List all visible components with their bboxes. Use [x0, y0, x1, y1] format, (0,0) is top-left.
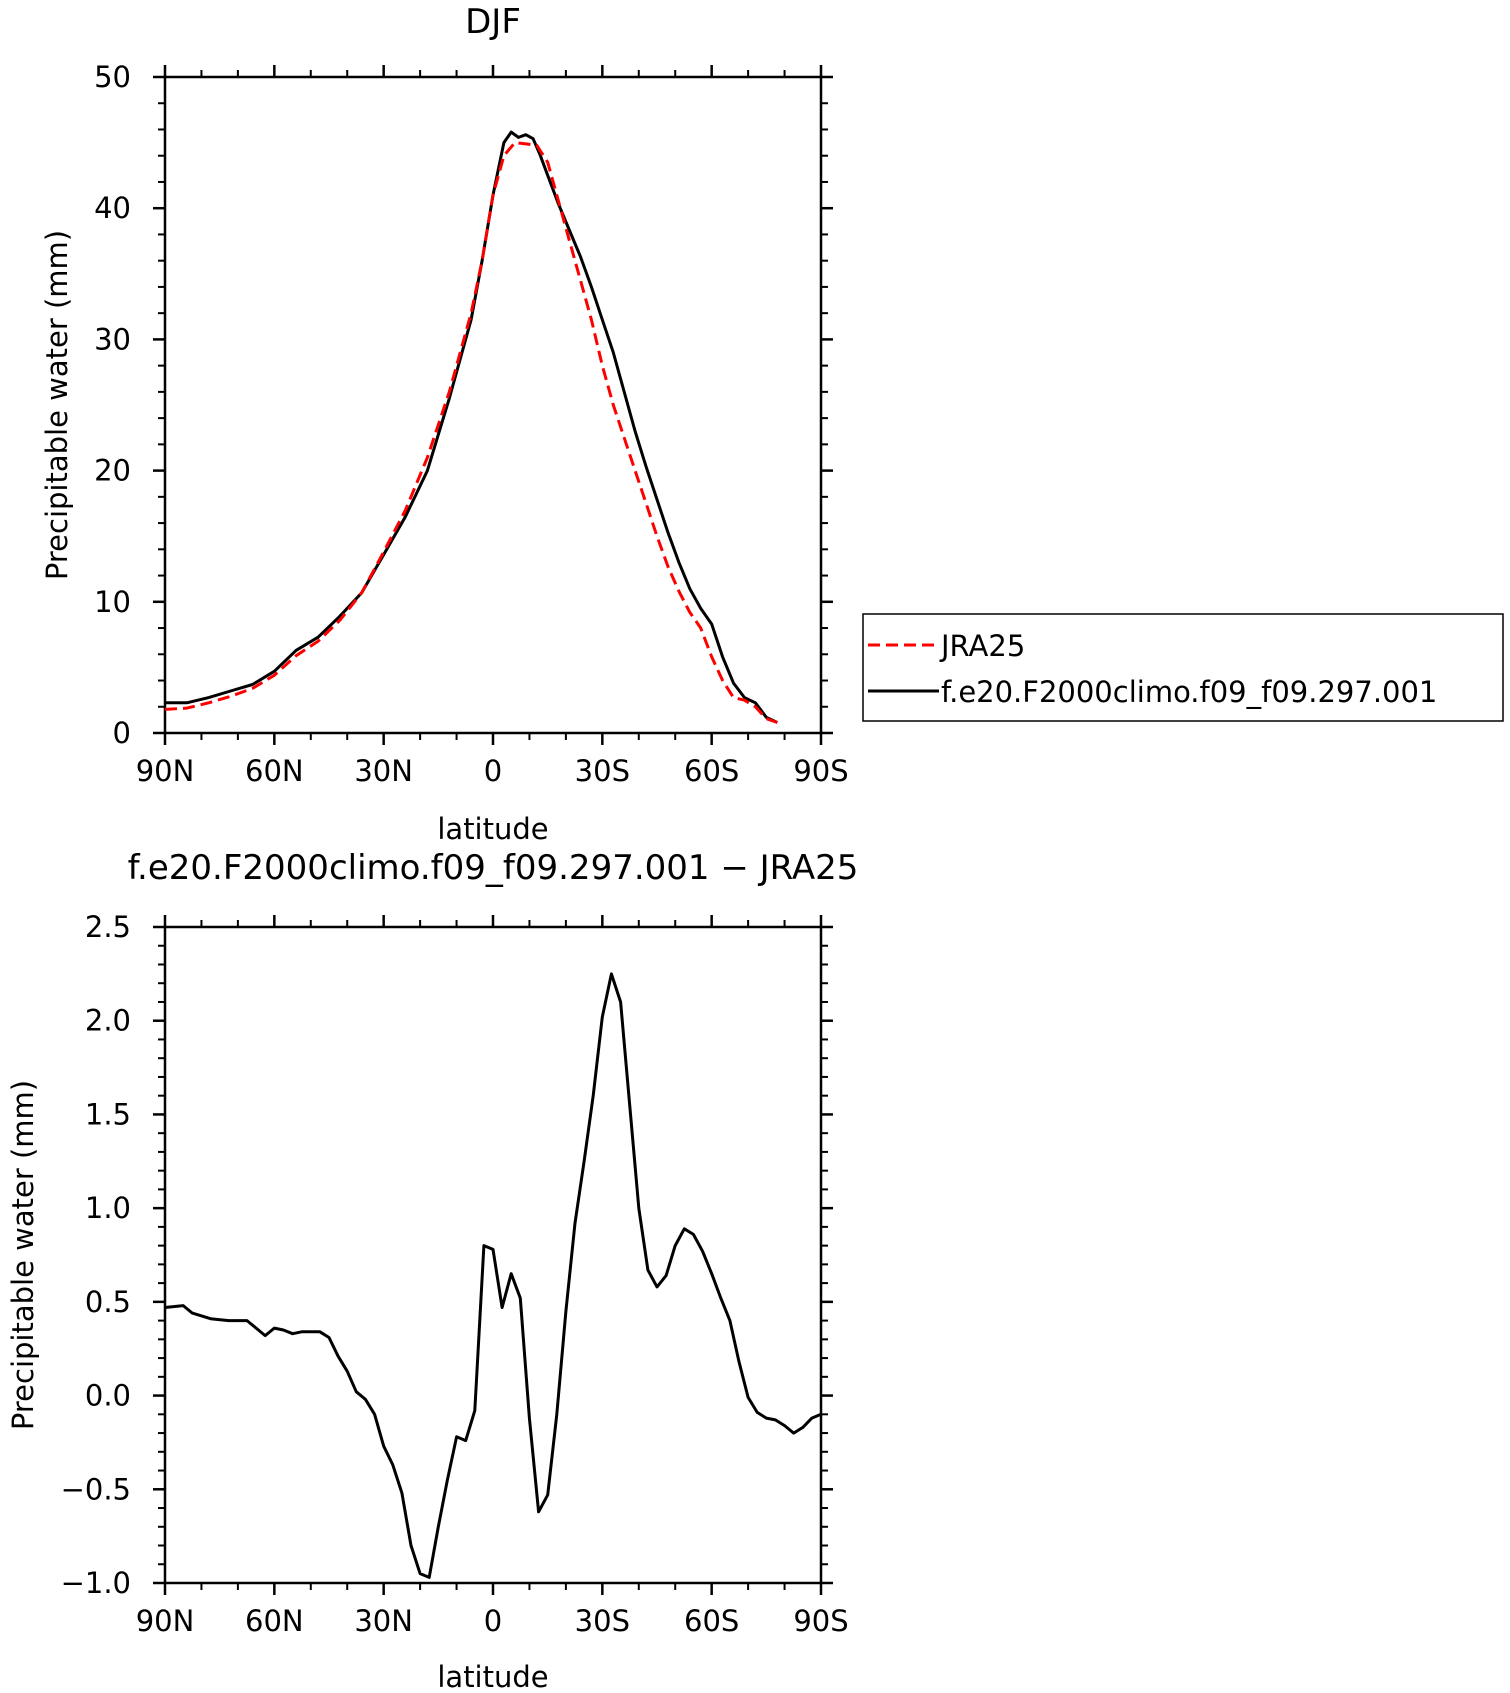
top-y-tick-label: 30	[94, 322, 131, 356]
chart-bottom-ticks	[153, 915, 833, 1595]
top-y-tick-label: 20	[94, 454, 131, 488]
top-y-tick-label: 50	[94, 60, 131, 94]
chart-bottom-series	[164, 972, 822, 1579]
chart-bottom-x-axis-label: latitude	[437, 1660, 548, 1693]
top-x-tick-label: 60N	[245, 754, 304, 788]
chart-top-x-tick-labels: 90N 60N 30N 0 30S 60S 90S	[136, 754, 849, 788]
chart-top-y-tick-labels: 0 10 20 30 40 50	[94, 60, 131, 750]
chart-top-y-axis-label: Precipitable water (mm)	[40, 230, 74, 580]
top-x-tick-label: 90N	[136, 754, 195, 788]
chart-top-x-axis-label: latitude	[437, 812, 548, 846]
bottom-y-tick-label: 2.5	[85, 910, 131, 944]
bottom-x-tick-label: 90N	[136, 1604, 195, 1638]
top-x-tick-label: 0	[484, 754, 502, 788]
chart-bottom-title: f.e20.F2000climo.f09_f09.297.001 − JRA25	[128, 848, 859, 888]
bottom-x-tick-label: 30S	[575, 1604, 630, 1638]
chart-top-title: DJF	[465, 2, 521, 42]
chart-bottom-y-tick-labels: −1.0 −0.5 0.0 0.5 1.0 1.5 2.0 2.5	[61, 910, 131, 1600]
bottom-y-tick-label: −1.0	[61, 1566, 131, 1600]
bottom-x-tick-label: 60N	[245, 1604, 304, 1638]
legend-box	[862, 613, 1504, 722]
bottom-y-tick-label: 0.5	[85, 1285, 131, 1319]
bottom-x-tick-label: 30N	[354, 1604, 413, 1638]
top-series-line-f-e20-f2000climo-f09-f09-297-001	[165, 130, 778, 724]
top-x-tick-label: 90S	[793, 754, 848, 788]
bottom-y-tick-label: 1.0	[85, 1191, 131, 1225]
chart-bottom: f.e20.F2000climo.f09_f09.297.001 − JRA25…	[6, 848, 858, 1693]
top-y-tick-label: 40	[94, 191, 131, 225]
top-x-tick-label: 60S	[684, 754, 739, 788]
chart-top-ticks	[153, 65, 833, 745]
chart-top-plot-frame	[163, 75, 823, 735]
legend: JRA25 f.e20.F2000climo.f09_f09.297.001	[862, 613, 1504, 722]
legend-label-jra25: JRA25	[939, 629, 1025, 663]
bottom-y-tick-label: 0.0	[85, 1379, 131, 1413]
bottom-series-line-difference	[164, 972, 822, 1579]
bottom-y-tick-label: −0.5	[61, 1472, 131, 1506]
top-y-tick-label: 0	[113, 716, 131, 750]
bottom-y-tick-label: 2.0	[85, 1004, 131, 1038]
chart-bottom-y-axis-label: Precipitable water (mm)	[6, 1080, 40, 1430]
bottom-x-tick-label: 60S	[684, 1604, 739, 1638]
bottom-x-tick-label: 0	[484, 1604, 502, 1638]
legend-label-model: f.e20.F2000climo.f09_f09.297.001	[941, 675, 1437, 709]
chart-top-series	[164, 130, 778, 724]
top-x-tick-label: 30S	[575, 754, 630, 788]
chart-bottom-x-tick-labels: 90N 60N 30N 0 30S 60S 90S	[136, 1604, 849, 1638]
top-series-line-jra25	[164, 141, 778, 724]
bottom-x-tick-label: 90S	[793, 1604, 848, 1638]
top-x-tick-label: 30N	[354, 754, 413, 788]
bottom-y-tick-label: 1.5	[85, 1097, 131, 1131]
top-y-tick-label: 10	[94, 585, 131, 619]
chart-top: DJF 90N 60N 30N 0 30S 60S 90S 0 10 20 30 40 50 lati…	[40, 2, 849, 846]
